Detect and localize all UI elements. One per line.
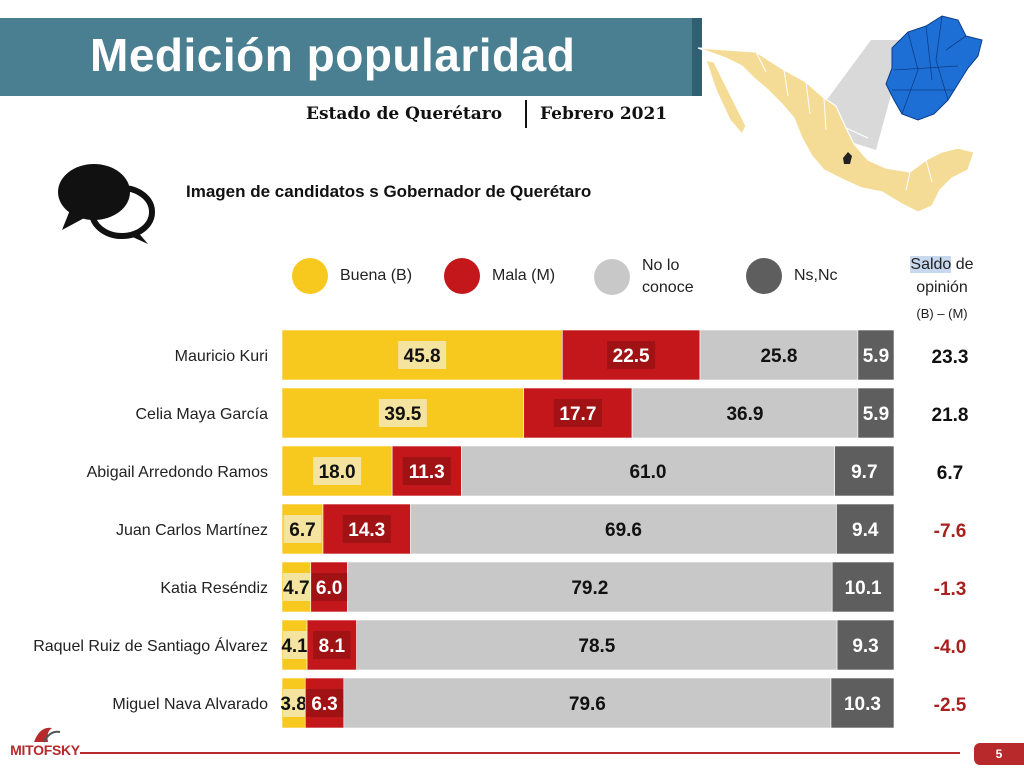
data-label-nsnc: 9.4 bbox=[852, 520, 879, 541]
legend-label-buena: Buena (B) bbox=[340, 267, 413, 284]
legend-swatch-buena bbox=[292, 258, 328, 294]
data-label-bg bbox=[313, 457, 362, 485]
legend-swatch-no-conoce bbox=[594, 259, 630, 295]
data-label-nsnc: 10.1 bbox=[845, 578, 882, 599]
bar-nsnc bbox=[836, 503, 895, 555]
data-label-no-conoce: 61.0 bbox=[629, 462, 666, 483]
data-label-buena: 45.8 bbox=[404, 346, 441, 367]
chart-title: Imagen de candidatos s Gobernador de Que… bbox=[186, 182, 592, 201]
bar-no-conoce bbox=[343, 677, 832, 729]
legend-item-no-conoce: No lo conoce bbox=[594, 255, 694, 299]
bar-nsnc bbox=[836, 619, 895, 671]
data-label-mala: 14.3 bbox=[348, 520, 385, 541]
data-label-bg bbox=[553, 399, 602, 427]
footer-line bbox=[80, 752, 960, 754]
data-label-nsnc: 5.9 bbox=[863, 404, 889, 425]
category-label: Abigail Arredondo Ramos bbox=[87, 464, 268, 481]
data-label-no-conoce: 69.6 bbox=[605, 520, 642, 541]
data-label-no-conoce: 36.9 bbox=[726, 404, 763, 425]
logo-mark-icon bbox=[34, 727, 61, 743]
data-label-nsnc: 9.3 bbox=[852, 636, 878, 657]
data-label-mala: 8.1 bbox=[319, 636, 346, 657]
data-label-mala: 6.0 bbox=[316, 578, 342, 599]
saldo-formula: (B) – (M) bbox=[916, 306, 968, 321]
saldo-value: -7.6 bbox=[934, 521, 967, 542]
data-label-bg bbox=[311, 573, 350, 601]
category-label: Miguel Nava Alvarado bbox=[112, 696, 268, 713]
data-label-buena: 3.8 bbox=[280, 694, 306, 715]
state-label: Estado de Querétaro bbox=[306, 104, 503, 124]
bar-no-conoce bbox=[631, 387, 859, 439]
page-number: 5 bbox=[974, 743, 1024, 765]
bar-nsnc bbox=[830, 677, 895, 729]
legend-label-mala: Mala (M) bbox=[492, 267, 556, 284]
data-label-buena: 4.7 bbox=[283, 578, 309, 599]
bar-buena bbox=[281, 445, 393, 497]
legend-swatch-mala bbox=[444, 258, 480, 294]
data-label-mala: 6.3 bbox=[311, 694, 337, 715]
data-label-bg bbox=[378, 399, 427, 427]
data-label-bg bbox=[283, 515, 322, 543]
data-label-bg bbox=[342, 515, 391, 543]
category-label: Celia Maya García bbox=[136, 406, 269, 423]
logo-text: MITOFSKY bbox=[10, 742, 80, 758]
category-label: Raquel Ruiz de Santiago Álvarez bbox=[33, 636, 268, 655]
data-label-mala: 22.5 bbox=[613, 346, 650, 367]
bar-no-conoce bbox=[699, 329, 859, 381]
date-label: Febrero 2021 bbox=[540, 104, 668, 124]
data-label-no-conoce: 79.2 bbox=[571, 578, 608, 599]
bar-no-conoce bbox=[461, 445, 835, 497]
bar-nsnc bbox=[857, 387, 895, 439]
legend-item-buena: Buena (B) bbox=[292, 258, 412, 294]
legend-label-no-conoce: No lo conoce bbox=[642, 257, 694, 296]
data-label-mala: 17.7 bbox=[559, 404, 596, 425]
data-label-no-conoce: 79.6 bbox=[569, 694, 606, 715]
saldo-value: -4.0 bbox=[934, 637, 967, 658]
data-label-no-conoce: 78.5 bbox=[578, 636, 615, 657]
saldo-header: Saldo de opinión bbox=[910, 256, 974, 296]
bar-nsnc bbox=[834, 445, 895, 497]
data-label-bg bbox=[313, 631, 351, 659]
subtitle-divider bbox=[525, 100, 527, 128]
saldo-value: 6.7 bbox=[937, 463, 963, 484]
legend-label-nsnc: Ns,Nc bbox=[794, 267, 838, 284]
data-label-nsnc: 9.7 bbox=[851, 462, 877, 483]
data-label-buena: 18.0 bbox=[319, 462, 356, 483]
legend-swatch-nsnc bbox=[746, 258, 782, 294]
data-label-nsnc: 10.3 bbox=[844, 694, 881, 715]
legend-item-nsnc: Ns,Nc bbox=[746, 258, 838, 294]
data-label-buena: 39.5 bbox=[384, 404, 421, 425]
bar-nsnc bbox=[857, 329, 895, 381]
category-label: Juan Carlos Martínez bbox=[116, 522, 268, 539]
data-label-no-conoce: 25.8 bbox=[760, 346, 797, 367]
bar-nsnc bbox=[831, 561, 895, 613]
data-label-bg bbox=[402, 457, 451, 485]
data-label-mala: 11.3 bbox=[409, 462, 445, 483]
mexico-map-shape bbox=[697, 47, 975, 213]
category-label: Katia Reséndiz bbox=[160, 580, 268, 597]
legend-item-mala: Mala (M) bbox=[444, 258, 555, 294]
bar-no-conoce bbox=[356, 619, 838, 671]
data-label-buena: 6.7 bbox=[289, 520, 315, 541]
saldo-value: 23.3 bbox=[932, 347, 969, 368]
chat-bubbles-icon bbox=[58, 164, 155, 244]
data-label-buena: 4.1 bbox=[281, 636, 308, 657]
data-label-nsnc: 5.9 bbox=[863, 346, 889, 367]
category-label: Mauricio Kuri bbox=[175, 348, 268, 365]
data-label-bg bbox=[306, 689, 344, 717]
saldo-value: -1.3 bbox=[934, 579, 967, 600]
queretaro-mark bbox=[843, 152, 852, 164]
mitofsky-logo: MITOFSKY bbox=[4, 722, 86, 766]
bar-no-conoce bbox=[347, 561, 833, 613]
page-title: Medición popularidad bbox=[90, 29, 576, 81]
saldo-value: -2.5 bbox=[934, 695, 967, 716]
mexico-map-icon bbox=[697, 15, 983, 213]
data-label-bg bbox=[607, 341, 656, 369]
data-label-bg bbox=[398, 341, 447, 369]
saldo-value: 21.8 bbox=[932, 405, 969, 426]
header-band bbox=[0, 18, 702, 96]
